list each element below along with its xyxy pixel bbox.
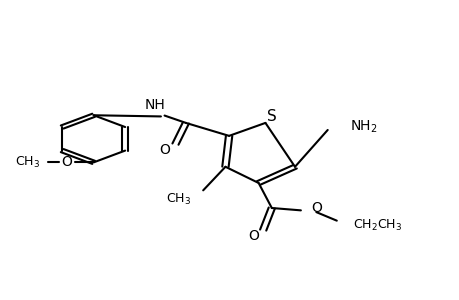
Text: CH$_3$: CH$_3$: [15, 155, 40, 170]
Text: NH$_2$: NH$_2$: [349, 118, 376, 135]
Text: O: O: [248, 229, 259, 243]
Text: CH$_3$: CH$_3$: [166, 192, 191, 207]
Text: CH$_2$CH$_3$: CH$_2$CH$_3$: [353, 218, 402, 232]
Text: O: O: [310, 201, 321, 215]
Text: NH: NH: [145, 98, 166, 112]
Text: O: O: [61, 155, 72, 170]
Text: O: O: [159, 143, 170, 157]
Text: S: S: [267, 109, 276, 124]
